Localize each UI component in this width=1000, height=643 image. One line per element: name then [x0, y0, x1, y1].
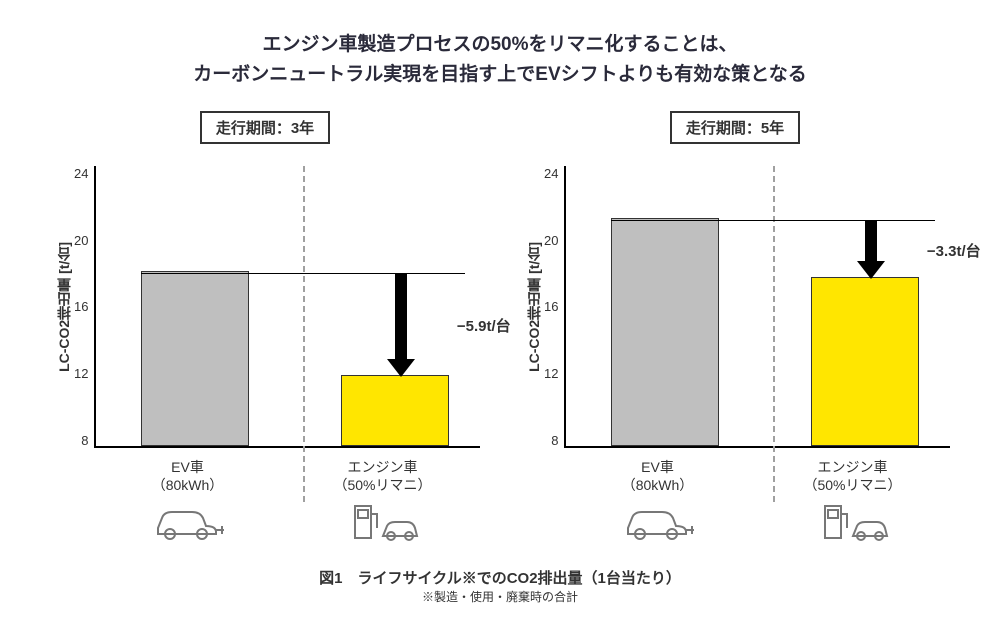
page-title: エンジン車製造プロセスの50%をリマニ化することは、 カーボンニュートラル実現を… [40, 30, 960, 91]
bar-ev-3yr [141, 271, 249, 445]
y-axis-label: LC-CO2排出量 [t/台] [50, 242, 74, 372]
chart-3yr: LC-CO2排出量 [t/台] 24 20 16 12 8 −5.9t/台 [50, 162, 480, 452]
y-axis-label: LC-CO2排出量 [t/台] [520, 242, 544, 372]
gas-pump-car-icon [343, 529, 423, 546]
panel-divider [773, 166, 775, 502]
y-axis [564, 166, 566, 448]
panel-5yr: 走行期間：5年 LC-CO2排出量 [t/台] 24 20 16 12 8 [520, 111, 950, 547]
ref-line-5yr [611, 220, 935, 221]
plot-3yr: −5.9t/台 [94, 162, 480, 452]
bar-engine-5yr [811, 277, 919, 446]
x-axis [564, 446, 950, 448]
x-labels-3yr: EV車 （80kWh） エンジン車 （50%リマニ） [90, 452, 480, 494]
panel-divider [303, 166, 305, 502]
delta-label-3yr: −5.9t/台 [457, 315, 511, 336]
ev-car-plug-icon [148, 529, 228, 546]
delta-label-5yr: −3.3t/台 [927, 240, 981, 261]
icons-3yr [90, 498, 480, 547]
period-label-5yr: 走行期間：5年 [670, 111, 800, 144]
figure-footnote: ※製造・使用・廃棄時の合計 [40, 588, 960, 605]
title-line2: カーボンニュートラル実現を目指す上でEVシフトよりも有効な策となる [193, 64, 806, 85]
icons-5yr [560, 498, 950, 547]
y-axis [94, 166, 96, 448]
delta-arrow-5yr [857, 220, 885, 278]
ev-car-plug-icon [618, 529, 698, 546]
chart-5yr: LC-CO2排出量 [t/台] 24 20 16 12 8 −3.3t/台 [520, 162, 950, 452]
ref-line-3yr [141, 273, 465, 274]
y-ticks: 24 20 16 12 8 [544, 162, 564, 452]
y-ticks: 24 20 16 12 8 [74, 162, 94, 452]
x-labels-5yr: EV車 （80kWh） エンジン車 （50%リマニ） [560, 452, 950, 494]
x-axis [94, 446, 480, 448]
title-line1: エンジン車製造プロセスの50%をリマニ化することは、 [262, 34, 737, 55]
plot-5yr: −3.3t/台 [564, 162, 950, 452]
delta-arrow-3yr [387, 273, 415, 377]
bar-engine-3yr [341, 375, 449, 446]
bar-ev-5yr [611, 218, 719, 445]
gas-pump-car-icon [813, 529, 893, 546]
panel-3yr: 走行期間：3年 LC-CO2排出量 [t/台] 24 20 16 12 8 [50, 111, 480, 547]
chart-panels: 走行期間：3年 LC-CO2排出量 [t/台] 24 20 16 12 8 [40, 111, 960, 547]
period-label-3yr: 走行期間：3年 [200, 111, 330, 144]
figure-caption: 図1 ライフサイクル※でのCO2排出量（1台当たり） [40, 567, 960, 588]
